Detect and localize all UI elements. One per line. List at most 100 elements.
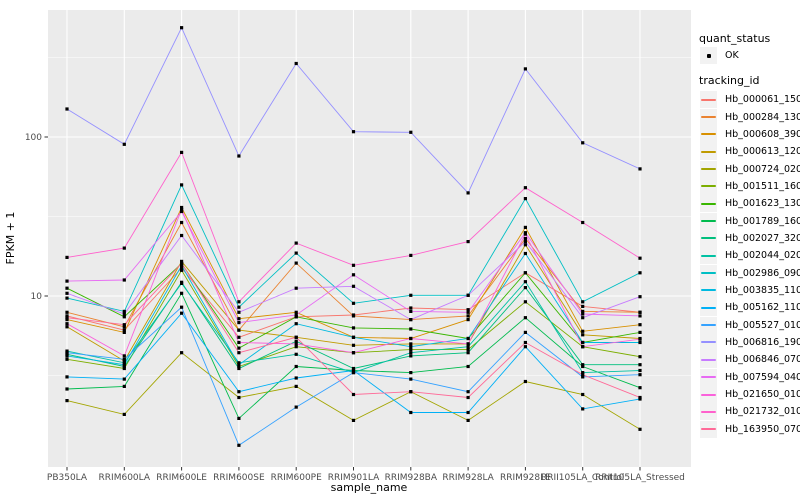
data-point (523, 225, 527, 229)
y-axis-title: FPKM + 1 (4, 212, 17, 265)
legend-item-label: Hb_006846_070 (725, 354, 800, 366)
y-tick-label: 100 (25, 133, 42, 143)
data-point (523, 243, 527, 247)
data-point (122, 330, 126, 334)
x-tick-label: RRIM600LA (99, 473, 151, 483)
data-point (523, 300, 527, 304)
data-point (294, 261, 298, 265)
data-point (180, 205, 184, 210)
legend-item: Hb_005527_010 (700, 316, 800, 334)
data-point (638, 395, 642, 400)
data-point (581, 363, 585, 367)
data-point (523, 240, 527, 244)
data-point (237, 154, 241, 158)
data-point (351, 335, 356, 339)
data-point (466, 345, 470, 349)
data-point (409, 354, 413, 358)
data-point (294, 335, 298, 339)
data-point (523, 316, 527, 320)
data-point (466, 351, 470, 355)
data-point (237, 443, 241, 447)
data-point (466, 240, 470, 244)
data-point (638, 310, 642, 314)
data-point (65, 310, 69, 314)
data-point (638, 386, 642, 390)
data-point (65, 351, 69, 355)
series-color-line-icon (701, 324, 716, 327)
legend-item: Hb_002986_090 (700, 264, 800, 282)
point-glyph-icon (706, 53, 711, 58)
data-point (466, 410, 470, 415)
legend-key-box (700, 91, 717, 109)
legend-item-label: Hb_000061_150 (725, 94, 800, 106)
data-point (523, 251, 527, 256)
legend-title-quant-status: quant_status (699, 32, 771, 45)
data-point (466, 390, 470, 394)
data-point (638, 167, 642, 171)
data-point (523, 345, 527, 349)
data-point (237, 317, 241, 321)
legend-item: Hb_000608_390 (700, 125, 800, 143)
data-point (409, 306, 413, 310)
series-color-line-icon (701, 116, 716, 119)
legend-item: Hb_163950_070 (700, 420, 800, 438)
data-point (122, 142, 126, 146)
legend-item-label: Hb_002986_090 (725, 267, 800, 279)
tracking-id-items: Hb_000061_150 Hb_000284_130 Hb_000608_390 H… (700, 91, 800, 438)
data-point (237, 395, 241, 400)
data-point (409, 342, 413, 346)
legend-item: Hb_006816_190 (700, 333, 800, 351)
data-point (180, 266, 184, 270)
data-point (294, 251, 298, 255)
data-point (581, 345, 585, 349)
legend-item-label: OK (725, 50, 739, 61)
series-color-line-icon (701, 428, 716, 431)
data-point (523, 236, 527, 241)
data-point (237, 416, 241, 420)
data-point (638, 355, 642, 359)
legend-item-label: Hb_000724_020 (725, 163, 800, 175)
data-point (409, 410, 413, 415)
series-color-line-icon (701, 150, 716, 153)
data-point (122, 361, 126, 365)
series-color-line-icon (701, 98, 716, 101)
legend-item: Hb_002044_020 (700, 247, 800, 265)
x-tick-label: RRIM600LE (156, 473, 207, 483)
legend-item: Hb_006846_070 (700, 351, 800, 369)
data-point (237, 364, 241, 369)
data-point (294, 352, 298, 356)
data-point (351, 273, 356, 277)
data-point (466, 318, 470, 322)
data-point (581, 373, 585, 377)
legend-item: Hb_000724_020 (700, 160, 800, 178)
data-point (409, 345, 413, 349)
legend-key-box (700, 281, 717, 299)
data-point (638, 340, 642, 345)
x-tick-label: RRIM901LA (328, 473, 380, 483)
series-color-line-icon (701, 237, 716, 240)
data-point (294, 405, 298, 409)
legend-key-box (700, 368, 717, 386)
data-point (581, 392, 585, 397)
data-point (122, 315, 126, 319)
data-point (523, 379, 527, 384)
data-point (237, 351, 241, 355)
data-point (237, 346, 241, 350)
legend-item-label: Hb_021650_010 (725, 389, 800, 401)
data-point (237, 305, 241, 309)
data-point (351, 130, 356, 134)
data-point (523, 280, 527, 284)
x-axis-title: sample_name (331, 481, 408, 494)
data-point (294, 61, 298, 66)
data-point (638, 295, 642, 299)
legend-key-box (700, 316, 717, 334)
legend-key-box (700, 247, 717, 265)
x-tick-label: PB350LA (47, 473, 88, 483)
data-point (466, 336, 470, 341)
x-tick-label: RRIM928LA (442, 473, 494, 483)
legend-item: Hb_000061_150 (700, 91, 800, 109)
data-point (523, 330, 527, 334)
data-point (65, 291, 69, 295)
data-point (409, 336, 413, 341)
data-point (409, 293, 413, 297)
